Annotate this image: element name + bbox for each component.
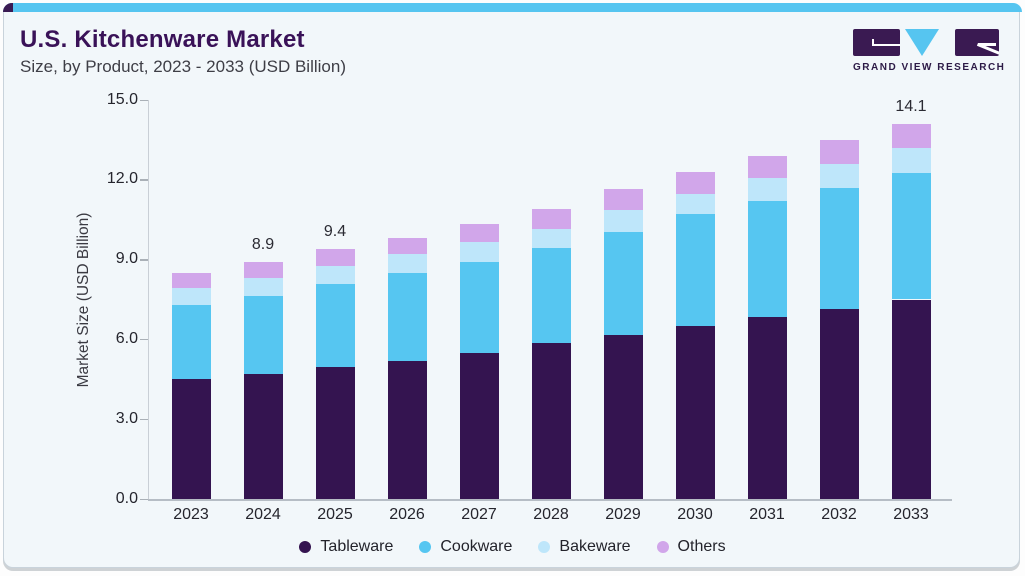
bar-segment-others-2025	[315, 248, 355, 267]
legend-label-others: Others	[677, 538, 726, 555]
bar-segment-others-2024	[243, 262, 283, 279]
y-tick-label: 0.0	[115, 489, 138, 507]
legend-swatch-tableware	[299, 541, 312, 553]
logo-glyphs	[853, 29, 999, 56]
bar-segment-cookware-2032	[819, 187, 859, 309]
logo-wordmark: GRAND VIEW RESEARCH	[853, 62, 1006, 73]
bar-segment-bakeware-2023	[171, 287, 211, 305]
bar-segment-tableware-2030	[675, 326, 715, 499]
bar-segment-others-2031	[747, 155, 787, 179]
page-subtitle: Size, by Product, 2023 - 2033 (USD Billi…	[20, 57, 346, 76]
bar-segment-others-2023	[171, 272, 211, 288]
legend-label-cookware: Cookware	[440, 538, 513, 555]
y-tick-label: 12.0	[106, 170, 138, 188]
bar-segment-bakeware-2030	[675, 194, 715, 215]
bar-segment-bakeware-2027	[459, 242, 499, 263]
bar-segment-bakeware-2026	[387, 254, 427, 273]
bar-segment-cookware-2028	[531, 247, 571, 344]
legend-item-tableware: Tableware	[299, 538, 393, 556]
bar-segment-cookware-2027	[459, 262, 499, 353]
total-label-2025: 9.4	[323, 222, 347, 240]
bar-segment-tableware-2031	[747, 316, 787, 499]
bar-segment-bakeware-2033	[891, 147, 931, 174]
y-tick-mark	[140, 498, 148, 500]
bar-segment-cookware-2029	[603, 231, 643, 336]
y-tick-mark	[140, 259, 148, 261]
bar-segment-bakeware-2028	[531, 229, 571, 248]
logo-v-triangle-icon	[905, 29, 940, 56]
bar-segment-others-2027	[459, 223, 499, 243]
legend-swatch-cookware	[419, 541, 432, 553]
bar-segment-cookware-2024	[243, 295, 283, 374]
x-tick-label-2028: 2028	[533, 506, 569, 523]
bar-segment-tableware-2024	[243, 373, 283, 499]
x-tick-label-2031: 2031	[749, 506, 785, 523]
legend-swatch-others	[656, 541, 669, 553]
x-tick-label-2023: 2023	[173, 506, 209, 523]
accent-strip	[3, 3, 1022, 12]
legend-item-bakeware: Bakeware	[538, 538, 631, 556]
y-tick-mark	[140, 179, 148, 181]
legend: Tableware Cookware Bakeware Others	[0, 538, 1025, 556]
x-tick-label-2026: 2026	[389, 506, 425, 523]
logo-g-icon	[853, 29, 901, 56]
x-tick-label-2024: 2024	[245, 506, 281, 523]
bar-segment-tableware-2027	[459, 352, 499, 499]
legend-label-tableware: Tableware	[320, 538, 394, 555]
bar-segment-others-2032	[819, 139, 859, 164]
bar-segment-tableware-2032	[819, 308, 859, 499]
bar-segment-tableware-2025	[315, 367, 355, 499]
bar-segment-others-2033	[891, 123, 931, 148]
y-axis-line	[148, 100, 149, 499]
y-tick-label: 6.0	[115, 329, 138, 347]
accent-strip-cap	[3, 3, 13, 12]
bar-segment-cookware-2033	[891, 173, 931, 300]
y-tick-mark	[140, 338, 148, 341]
x-axis-line	[148, 499, 952, 501]
bar-segment-cookware-2030	[675, 214, 715, 327]
bar-segment-cookware-2026	[387, 272, 427, 361]
legend-item-cookware: Cookware	[419, 538, 512, 556]
bar-segment-others-2026	[387, 238, 427, 255]
bar-segment-others-2029	[603, 189, 643, 211]
legend-swatch-bakeware	[538, 541, 551, 553]
bar-segment-tableware-2023	[171, 379, 211, 499]
y-tick-mark	[140, 99, 148, 101]
x-tick-label-2030: 2030	[677, 506, 713, 523]
bar-segment-bakeware-2029	[603, 210, 643, 232]
x-tick-label-2025: 2025	[317, 506, 353, 523]
y-tick-label: 9.0	[115, 250, 138, 268]
page-title: U.S. Kitchenware Market	[20, 26, 305, 53]
bar-segment-cookware-2031	[747, 201, 787, 317]
legend-item-others: Others	[656, 538, 726, 556]
bar-segment-cookware-2025	[315, 283, 355, 368]
bar-segment-tableware-2033	[891, 299, 931, 499]
x-tick-label-2029: 2029	[605, 506, 641, 523]
bar-segment-others-2028	[531, 209, 571, 229]
y-tick-label: 15.0	[106, 90, 138, 108]
bar-segment-tableware-2029	[603, 335, 643, 499]
bar-segment-others-2030	[675, 171, 715, 195]
bar-segment-bakeware-2025	[315, 266, 355, 284]
x-tick-label-2027: 2027	[461, 506, 497, 523]
x-tick-label-2033: 2033	[893, 506, 929, 523]
bar-segment-bakeware-2031	[747, 178, 787, 202]
x-tick-label-2032: 2032	[821, 506, 857, 523]
total-label-2033: 14.1	[895, 97, 927, 115]
total-label-2024: 8.9	[251, 236, 275, 254]
logo-r-icon	[955, 29, 999, 56]
y-tick-mark	[140, 418, 148, 421]
y-tick-label: 3.0	[115, 409, 138, 427]
bar-segment-tableware-2028	[531, 343, 571, 499]
bar-segment-bakeware-2032	[819, 163, 859, 188]
legend-label-bakeware: Bakeware	[559, 538, 631, 555]
bar-segment-cookware-2023	[171, 304, 211, 380]
bar-segment-bakeware-2024	[243, 278, 283, 296]
grand-view-research-logo: GRAND VIEW RESEARCH	[853, 29, 1006, 73]
bar-segment-tableware-2026	[387, 360, 427, 499]
